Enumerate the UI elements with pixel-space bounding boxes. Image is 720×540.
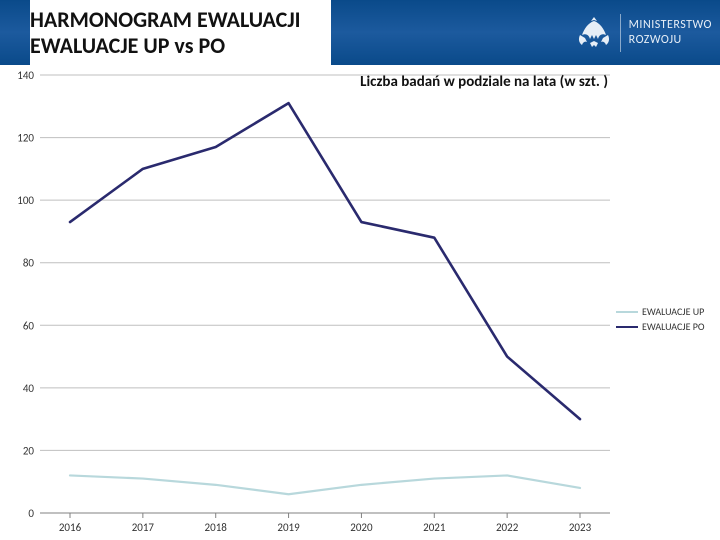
svg-text:2020: 2020 bbox=[350, 521, 373, 534]
svg-text:60: 60 bbox=[23, 319, 35, 332]
legend-swatch bbox=[616, 326, 638, 328]
svg-text:2022: 2022 bbox=[496, 521, 519, 534]
svg-text:2021: 2021 bbox=[423, 521, 446, 534]
svg-text:2017: 2017 bbox=[132, 521, 155, 534]
svg-text:2016: 2016 bbox=[59, 521, 82, 534]
chart-area: 0 20 40 60 80 100 120 140 2016 2017 2018 2019 2020 20… bbox=[0, 65, 720, 540]
chart-subtitle: Liczba badań w podziale na lata (w szt. … bbox=[360, 73, 608, 91]
svg-text:2019: 2019 bbox=[277, 521, 300, 534]
legend-swatch bbox=[616, 311, 638, 313]
svg-text:20: 20 bbox=[23, 444, 35, 457]
legend-item: EWALUACJE UP bbox=[616, 305, 705, 318]
title-line-1: HARMONOGRAM EWALUACJI bbox=[30, 7, 301, 32]
eagle-icon bbox=[576, 13, 612, 53]
svg-text:80: 80 bbox=[23, 257, 35, 270]
legend-label: EWALUACJE UP bbox=[642, 305, 704, 318]
title-line-2: EWALUACJE UP vs PO bbox=[30, 33, 301, 58]
ministry-line-2: ROZWOJU bbox=[629, 33, 712, 47]
svg-text:140: 140 bbox=[17, 69, 34, 82]
svg-text:120: 120 bbox=[17, 132, 34, 145]
svg-text:0: 0 bbox=[28, 507, 34, 520]
ministry-logo-block: MINISTERSTWO ROZWOJU bbox=[576, 0, 712, 65]
ministry-text: MINISTERSTWO ROZWOJU bbox=[629, 18, 712, 47]
svg-text:2023: 2023 bbox=[569, 521, 592, 534]
svg-text:2018: 2018 bbox=[205, 521, 228, 534]
legend-item: EWALUACJE PO bbox=[616, 320, 705, 333]
ministry-line-1: MINISTERSTWO bbox=[629, 18, 712, 32]
svg-text:100: 100 bbox=[17, 194, 34, 207]
svg-text:40: 40 bbox=[23, 382, 35, 395]
logo-divider bbox=[620, 14, 621, 52]
chart-legend: EWALUACJE UP EWALUACJE PO bbox=[616, 305, 705, 335]
line-chart: 0 20 40 60 80 100 120 140 2016 2017 2018 2019 2020 20… bbox=[0, 65, 720, 540]
title-box: HARMONOGRAM EWALUACJI EWALUACJE UP vs PO bbox=[30, 0, 331, 65]
legend-label: EWALUACJE PO bbox=[642, 320, 705, 333]
header-bar: HARMONOGRAM EWALUACJI EWALUACJE UP vs PO… bbox=[0, 0, 720, 65]
